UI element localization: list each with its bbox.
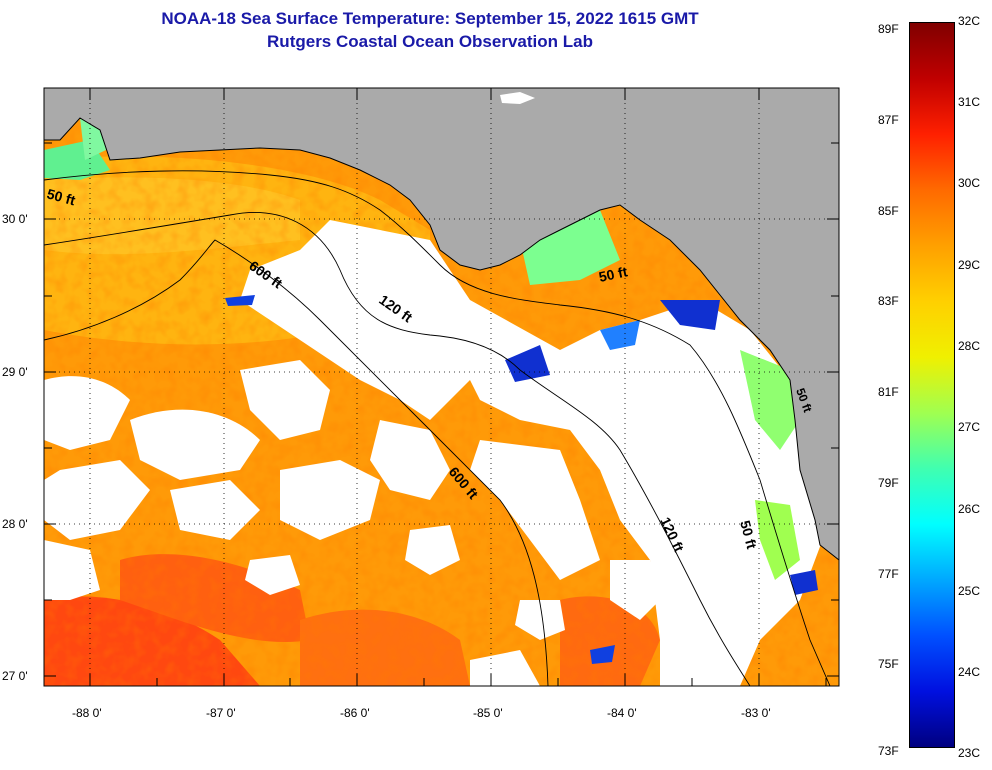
colorbar-c-label: 32C: [958, 14, 981, 28]
colorbar-f-label: 85F: [878, 204, 899, 218]
map-title: NOAA-18 Sea Surface Temperature: Septemb…: [161, 9, 699, 28]
colorbar-c-label: 29C: [958, 258, 981, 272]
plot-frame: [43, 87, 840, 687]
axis-ticks: [44, 88, 839, 686]
colorbar-c-label: 26C: [958, 502, 981, 516]
lon-label: -88 0': [72, 706, 102, 720]
colorbar-f-label: 89F: [878, 22, 899, 36]
lat-label: 27 0': [2, 669, 28, 683]
colorbar-c-label: 28C: [958, 339, 981, 353]
colorbar-c-label: 24C: [958, 665, 981, 679]
bathymetry-contours: [44, 170, 831, 686]
lon-label: -85 0': [473, 706, 503, 720]
colorbar-c-label: 31C: [958, 95, 981, 109]
lon-label: -86 0': [340, 706, 370, 720]
colorbar-f-label: 73F: [878, 744, 899, 758]
lon-label: -84 0': [607, 706, 637, 720]
colorbar-f-label: 77F: [878, 567, 899, 581]
colorbar-f-label: 83F: [878, 294, 899, 308]
contour-label-50ft-west: 50 ft: [45, 185, 77, 208]
lat-label: 30 0': [2, 212, 28, 226]
coastline: [44, 117, 839, 561]
contour-label-50ft-south: 50 ft: [737, 519, 760, 551]
colorbar-c-label: 30C: [958, 176, 981, 190]
lat-label: 28 0': [2, 517, 28, 531]
map-subtitle: Rutgers Coastal Ocean Observation Lab: [267, 32, 593, 51]
colorbar-c-label: 27C: [958, 420, 981, 434]
colorbar-f-label: 81F: [878, 385, 899, 399]
land-mass: [44, 88, 839, 560]
cold-sst-patch: [505, 345, 550, 382]
contour-label-50ft-bigbend: 50 ft: [597, 263, 629, 285]
colorbar-c-label: 23C: [958, 746, 981, 760]
colorbar-f-label: 87F: [878, 113, 899, 127]
colorbar-f-label: 79F: [878, 476, 899, 490]
colorbar-f-label: 75F: [878, 657, 899, 671]
cloud-cover: [44, 220, 830, 686]
lat-label: 29 0': [2, 365, 28, 379]
lon-label: -87 0': [206, 706, 236, 720]
colorbar-c-label: 25C: [958, 584, 981, 598]
temperature-colorbar: [909, 22, 955, 748]
lon-label: -83 0': [741, 706, 771, 720]
